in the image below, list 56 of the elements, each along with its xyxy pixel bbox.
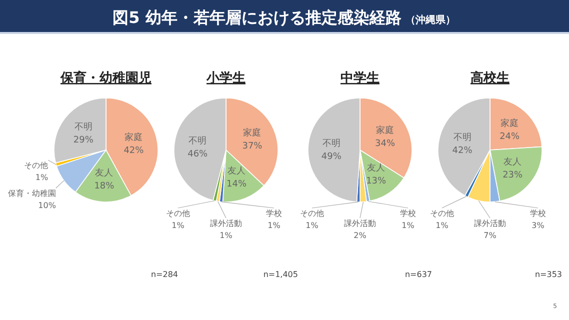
data-label: 18%: [94, 182, 115, 192]
slice-label: その他: [300, 209, 324, 218]
data-label: 49%: [321, 152, 342, 162]
slice-label: その他: [166, 209, 190, 218]
slice-label: 課外活動: [344, 219, 376, 228]
data-label: 46%: [188, 149, 208, 160]
data-label: 24%: [500, 132, 520, 142]
slice-label: 学校: [530, 209, 546, 218]
slice-label: 保育・幼稚園: [8, 189, 56, 198]
data-label: 13%: [366, 176, 387, 187]
slice-label: 家庭: [243, 128, 262, 139]
slice-label: 不明: [74, 121, 92, 132]
slice-label: 学校: [400, 209, 416, 218]
text: n=637: [404, 270, 432, 279]
slice-label: その他: [24, 161, 48, 170]
text: （沖縄県）: [405, 14, 456, 26]
slice-label: その他: [430, 209, 454, 218]
data-label: 1%: [35, 173, 48, 182]
text: 図5 幼年・若年層における推定感染経路: [112, 8, 402, 27]
chart-title: 小学生: [206, 71, 246, 86]
slice-label: 課外活動: [210, 219, 242, 228]
data-label: 14%: [226, 180, 247, 190]
data-label: 37%: [242, 142, 263, 152]
data-label: 1%: [436, 221, 449, 230]
data-label: 42%: [124, 146, 144, 156]
text: n=353: [534, 270, 562, 279]
slice-label: 家庭: [124, 132, 143, 143]
text: n=1,405: [263, 270, 298, 279]
slice-label: 友人: [367, 162, 386, 174]
data-label: 3%: [532, 221, 545, 230]
slice-label: 不明: [453, 132, 472, 143]
slice-label: 友人: [228, 166, 246, 177]
data-label: 10%: [38, 201, 56, 210]
data-label: 1%: [402, 221, 415, 230]
chart-title: 高校生: [470, 70, 510, 86]
data-label: 34%: [375, 139, 396, 150]
slice-label: 学校: [266, 209, 282, 218]
data-label: 2%: [354, 231, 367, 240]
data-label: 23%: [502, 170, 524, 181]
data-label: 29%: [73, 135, 94, 146]
slice-label: 家庭: [376, 125, 394, 136]
slice-label: 不明: [188, 135, 207, 146]
chart-title: 保育・幼稚園児: [60, 70, 152, 86]
data-label: 1%: [306, 221, 319, 230]
chart-title: 中学生: [340, 71, 380, 86]
data-label: 1%: [220, 231, 233, 240]
slice-label: 家庭: [500, 118, 519, 130]
text: n=284: [150, 270, 178, 279]
data-label: 42%: [452, 146, 473, 156]
slice-label: 不明: [322, 138, 340, 150]
data-label: 7%: [484, 231, 497, 240]
data-label: 1%: [172, 221, 185, 230]
slice-label: 課外活動: [474, 219, 506, 228]
slice-label: 友人: [95, 168, 114, 179]
slice-label: 友人: [504, 156, 522, 168]
data-label: 1%: [268, 221, 281, 230]
